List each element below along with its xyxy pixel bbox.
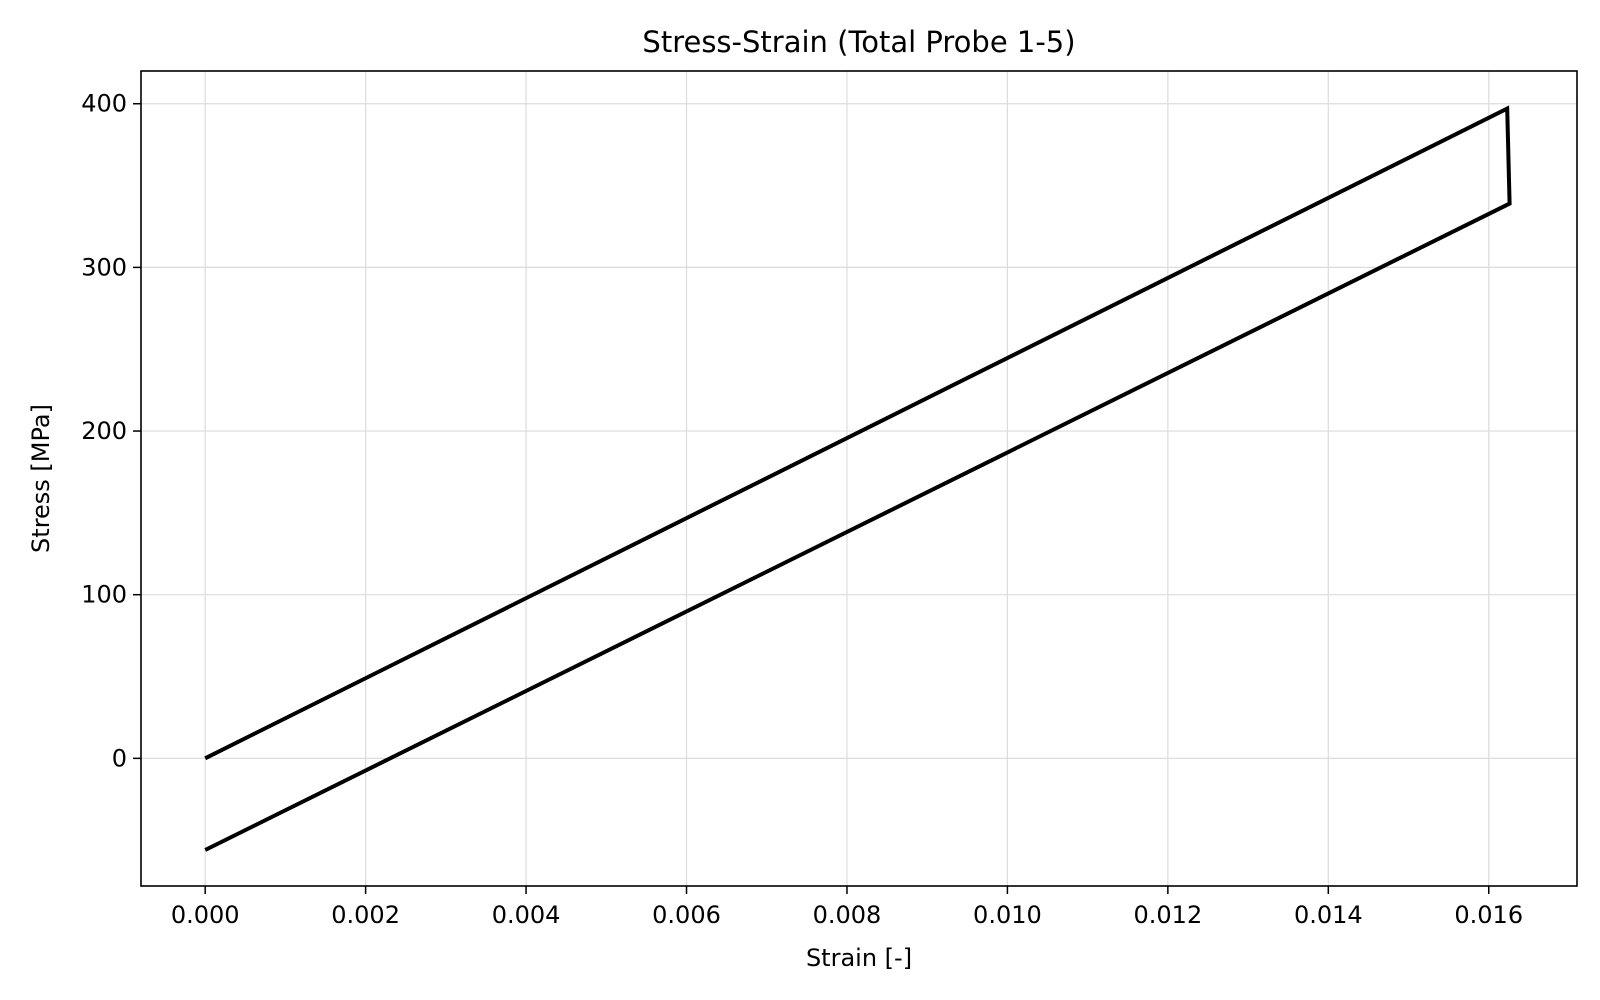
series-layer [204, 105, 1512, 852]
x-tick-label: 0.010 [973, 901, 1042, 929]
x-axis-title: Strain [-] [806, 944, 912, 972]
x-tick-label: 0.008 [813, 901, 882, 929]
x-tick-label: 0.016 [1454, 901, 1523, 929]
x-tick-label: 0.006 [652, 901, 721, 929]
y-axis-ticks: 0 100 200 300 400 [81, 90, 141, 772]
y-tick-label: 300 [81, 253, 127, 281]
y-axis-title: Stress [MPa] [27, 404, 55, 553]
plot-frame [140, 70, 1578, 887]
series-line-0 [204, 105, 1512, 852]
grid-lines [141, 71, 1577, 886]
x-tick-label: 0.004 [492, 901, 561, 929]
x-axis-ticks: 0.000 0.002 0.004 0.006 0.008 0.010 0.012 0.014… [171, 886, 1523, 929]
y-tick-label: 200 [81, 417, 127, 445]
y-tick-label: 400 [81, 90, 127, 118]
x-tick-label: 0.014 [1294, 901, 1363, 929]
x-tick-label: 0.012 [1134, 901, 1203, 929]
x-tick-label: 0.002 [331, 901, 400, 929]
chart-title: Stress-Strain (Total Probe 1-5) [642, 25, 1075, 59]
x-tick-label: 0.000 [171, 901, 240, 929]
y-tick-label: 0 [112, 744, 127, 772]
y-tick-label: 100 [81, 581, 127, 609]
